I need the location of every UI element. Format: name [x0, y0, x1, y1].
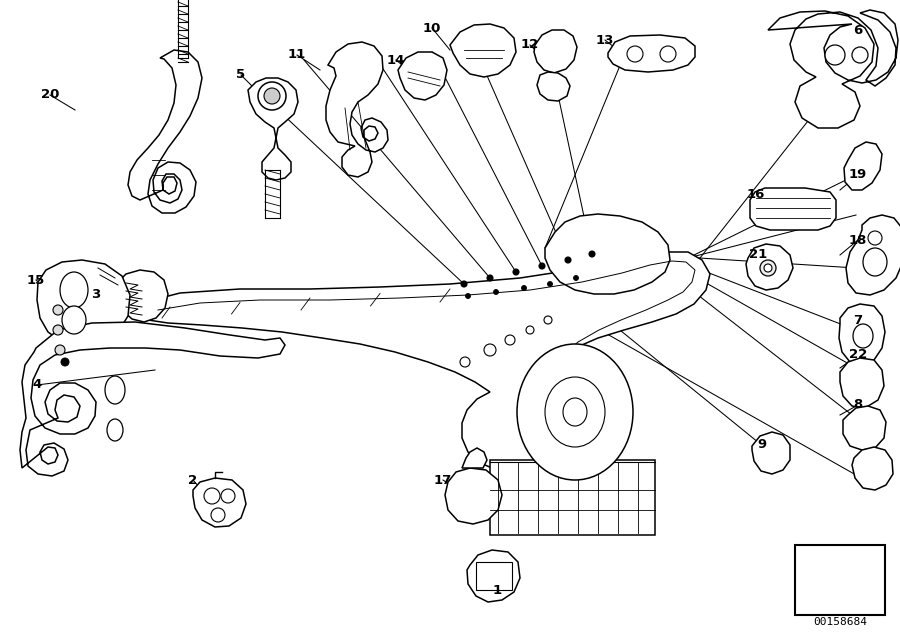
Bar [476, 562, 512, 590]
Polygon shape [193, 478, 246, 527]
Ellipse shape [487, 275, 493, 281]
Text: 22: 22 [849, 349, 867, 361]
Text: 12: 12 [521, 39, 539, 52]
Polygon shape [467, 550, 520, 602]
Ellipse shape [547, 282, 553, 286]
Ellipse shape [863, 248, 887, 276]
Text: 5: 5 [237, 69, 246, 81]
Polygon shape [398, 52, 447, 100]
Polygon shape [800, 600, 880, 608]
Polygon shape [118, 270, 168, 322]
Polygon shape [450, 24, 516, 77]
Ellipse shape [211, 508, 225, 522]
Ellipse shape [60, 272, 88, 308]
Ellipse shape [539, 263, 545, 269]
Polygon shape [545, 214, 670, 294]
Ellipse shape [204, 488, 220, 504]
Ellipse shape [61, 358, 69, 366]
Polygon shape [808, 563, 822, 600]
Text: 19: 19 [849, 169, 867, 181]
Text: 00158684: 00158684 [813, 617, 867, 627]
Ellipse shape [107, 419, 123, 441]
Polygon shape [37, 260, 130, 345]
Text: 10: 10 [423, 22, 441, 34]
Polygon shape [752, 432, 790, 474]
Polygon shape [750, 188, 836, 230]
Polygon shape [846, 215, 900, 295]
Polygon shape [746, 244, 793, 290]
Polygon shape [808, 558, 878, 600]
Polygon shape [843, 406, 886, 450]
Ellipse shape [484, 344, 496, 356]
Ellipse shape [526, 326, 534, 334]
Polygon shape [128, 252, 710, 468]
Ellipse shape [660, 46, 676, 62]
Text: 7: 7 [853, 314, 862, 326]
Bar [490, 460, 655, 535]
Ellipse shape [461, 281, 467, 287]
Ellipse shape [264, 88, 280, 104]
Ellipse shape [764, 264, 772, 272]
Ellipse shape [493, 289, 499, 294]
Text: 3: 3 [92, 289, 101, 301]
Text: 21: 21 [749, 249, 767, 261]
Ellipse shape [627, 46, 643, 62]
Polygon shape [128, 50, 202, 213]
Ellipse shape [460, 357, 470, 367]
Polygon shape [534, 30, 577, 73]
Ellipse shape [521, 286, 526, 291]
Text: 18: 18 [849, 233, 868, 247]
Text: 2: 2 [188, 473, 198, 487]
Text: 8: 8 [853, 399, 862, 411]
Ellipse shape [221, 489, 235, 503]
Text: 9: 9 [758, 438, 767, 452]
Polygon shape [844, 142, 882, 190]
Text: 17: 17 [434, 473, 452, 487]
Ellipse shape [545, 377, 605, 447]
Ellipse shape [55, 345, 65, 355]
Ellipse shape [465, 293, 471, 298]
Ellipse shape [105, 376, 125, 404]
Ellipse shape [852, 47, 868, 63]
Ellipse shape [544, 316, 552, 324]
Text: 1: 1 [492, 583, 501, 597]
Text: 11: 11 [288, 48, 306, 62]
Ellipse shape [853, 324, 873, 348]
Text: 15: 15 [27, 273, 45, 286]
Text: 20: 20 [40, 88, 59, 102]
Ellipse shape [565, 257, 571, 263]
Polygon shape [537, 72, 570, 101]
Ellipse shape [563, 398, 587, 426]
Ellipse shape [517, 344, 633, 480]
Polygon shape [839, 304, 885, 365]
Ellipse shape [53, 305, 63, 315]
Ellipse shape [62, 306, 86, 334]
Ellipse shape [868, 231, 882, 245]
Polygon shape [462, 448, 487, 468]
Polygon shape [20, 322, 285, 476]
Ellipse shape [513, 269, 519, 275]
Polygon shape [840, 358, 884, 408]
Text: 13: 13 [596, 34, 614, 46]
Polygon shape [445, 468, 502, 524]
Text: 4: 4 [32, 378, 41, 392]
Ellipse shape [825, 45, 845, 65]
Ellipse shape [573, 275, 579, 280]
Ellipse shape [760, 260, 776, 276]
Ellipse shape [505, 335, 515, 345]
Ellipse shape [53, 325, 63, 335]
Text: 16: 16 [747, 188, 765, 202]
Polygon shape [326, 42, 388, 177]
Text: 6: 6 [853, 24, 862, 36]
Polygon shape [768, 10, 898, 128]
Text: 14: 14 [387, 53, 405, 67]
Bar [795, 545, 885, 615]
Polygon shape [852, 447, 893, 490]
Ellipse shape [589, 251, 595, 257]
Polygon shape [608, 35, 695, 72]
Polygon shape [248, 78, 298, 180]
Ellipse shape [258, 82, 286, 110]
